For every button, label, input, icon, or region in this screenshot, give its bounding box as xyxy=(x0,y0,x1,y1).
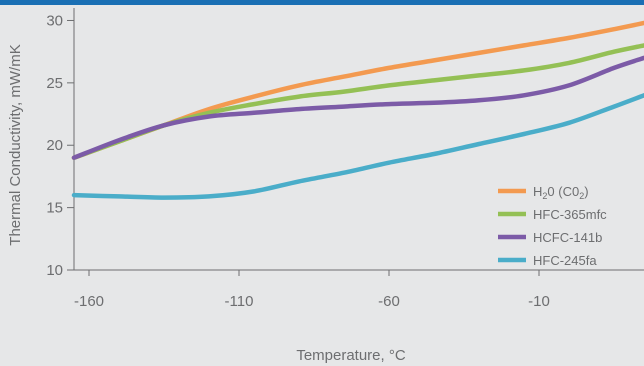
legend-label: HCFC-141b xyxy=(533,230,602,245)
series-layer xyxy=(71,20,644,200)
y-tick-label: 25 xyxy=(46,75,63,92)
legend-subscript: 2 xyxy=(542,191,547,201)
x-tick-label: -160 xyxy=(74,293,104,310)
y-axis-title: Thermal Conductivity, mW/mK xyxy=(7,44,24,245)
x-tick-label: -60 xyxy=(378,293,400,310)
x-axis-title: Temperature, °C xyxy=(296,347,406,364)
legend-text-part: ) xyxy=(584,184,588,199)
series-line-3 xyxy=(71,93,644,200)
legend-text-part: H xyxy=(533,184,542,199)
top-accent-bar xyxy=(0,0,644,5)
legend-subscript: 2 xyxy=(579,191,584,201)
y-tick-label: 30 xyxy=(46,12,63,29)
legend-label: HFC-365mfc xyxy=(533,207,607,222)
x-tick-label: -10 xyxy=(528,293,550,310)
series-line-1 xyxy=(71,43,644,160)
y-tick-label: 15 xyxy=(46,200,63,217)
axes: 10 15 20 25 30 -160 -110 -60 -10 xyxy=(46,8,644,310)
x-tick-label: -110 xyxy=(225,293,254,310)
legend-text-part: 0 (C0 xyxy=(547,184,579,199)
y-tick-label: 20 xyxy=(46,137,63,154)
y-tick-label: 10 xyxy=(46,262,63,279)
legend-label: HFC-245fa xyxy=(533,253,597,268)
legend-label: H20 (C02) xyxy=(533,184,589,201)
series-line-2 xyxy=(71,55,644,160)
